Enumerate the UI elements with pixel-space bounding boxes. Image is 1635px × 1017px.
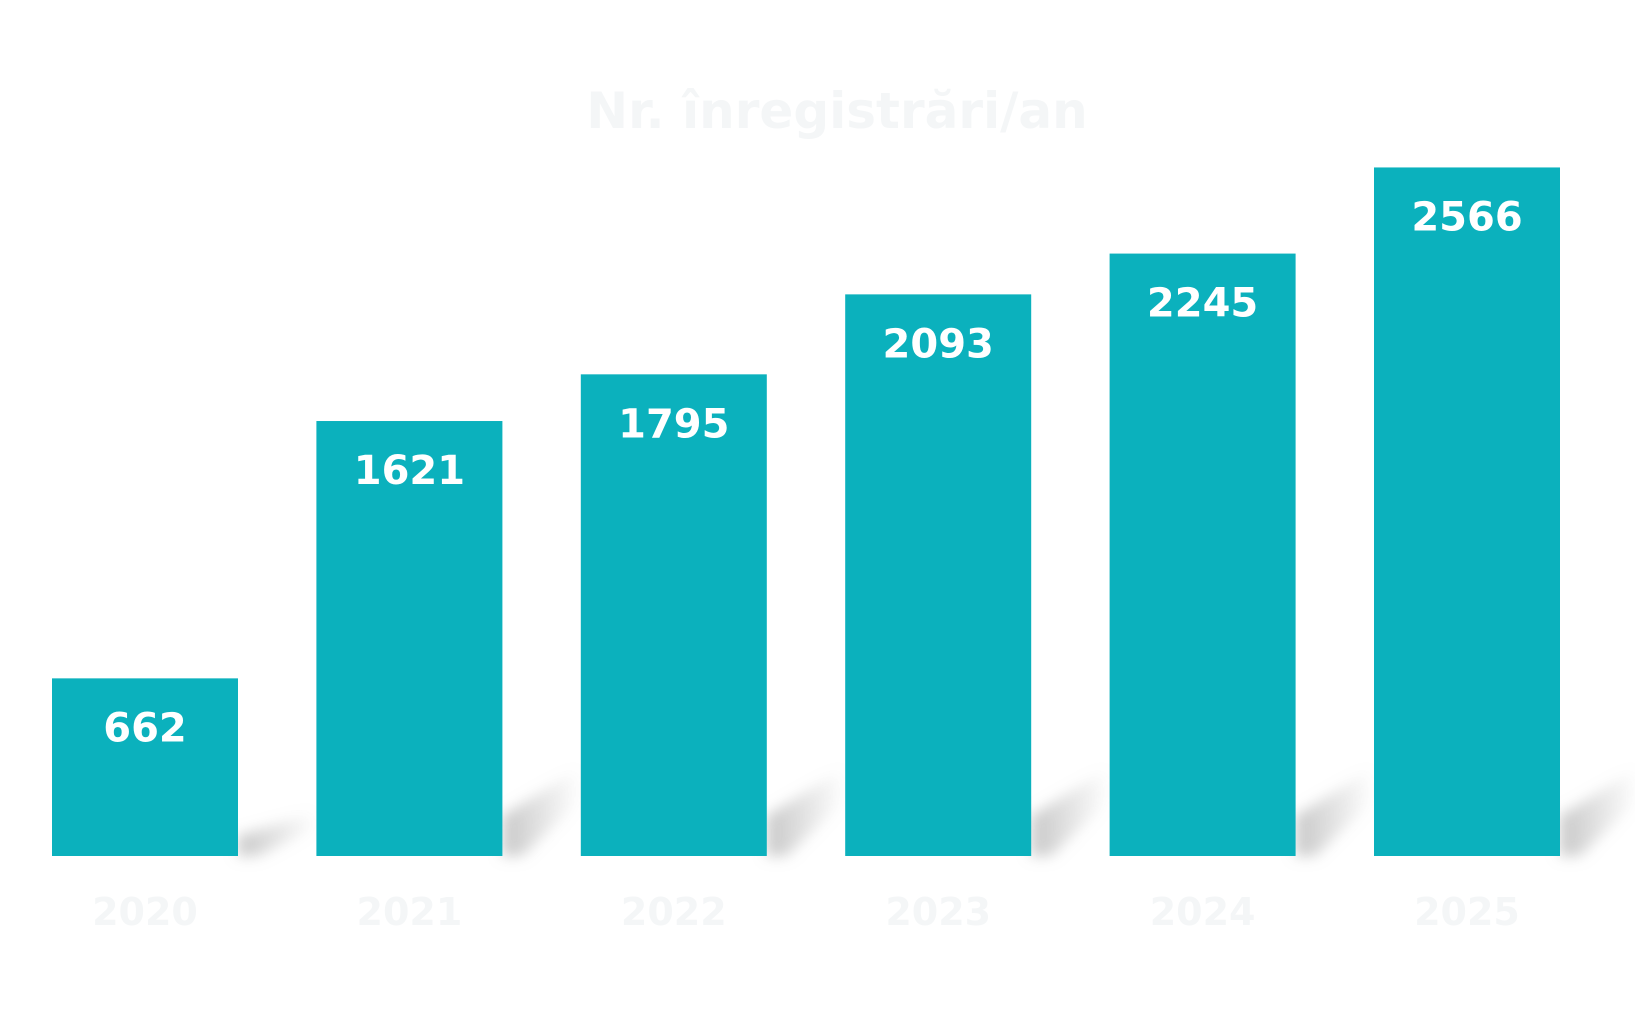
bar-shadow bbox=[238, 812, 316, 856]
bar-2023 bbox=[845, 294, 1032, 856]
data-label-2020: 662 bbox=[103, 705, 187, 751]
bar-shadow bbox=[1031, 768, 1110, 856]
bar-shadows bbox=[238, 768, 1635, 856]
bar-shadow bbox=[1560, 769, 1635, 856]
x-tick-label-2020: 2020 bbox=[92, 890, 198, 934]
bar-2024 bbox=[1109, 253, 1296, 856]
data-label-2025: 2566 bbox=[1411, 194, 1522, 240]
bar-shadow bbox=[766, 768, 845, 856]
x-tick-label-2023: 2023 bbox=[885, 890, 991, 934]
bar-2021 bbox=[316, 421, 503, 856]
x-axis-tick-labels: 2020 2021 2022 2023 2024 2025 bbox=[92, 890, 1520, 934]
data-label-2021: 1621 bbox=[354, 448, 465, 494]
bar-2020 bbox=[52, 678, 238, 856]
bar-shadow bbox=[1295, 768, 1374, 856]
chart-title: Nr. înregistrări/an bbox=[586, 82, 1087, 140]
x-tick-label-2021: 2021 bbox=[357, 890, 463, 934]
data-label-2023: 2093 bbox=[883, 321, 994, 367]
data-label-2024: 2245 bbox=[1147, 281, 1258, 327]
bar-2022 bbox=[580, 374, 767, 856]
bars-group: 662 1621 1795 2093 2245 2566 bbox=[52, 167, 1560, 857]
bar-shadow bbox=[502, 768, 581, 856]
x-tick-label-2022: 2022 bbox=[621, 890, 727, 934]
data-label-2022: 1795 bbox=[618, 401, 729, 447]
x-tick-label-2025: 2025 bbox=[1414, 890, 1520, 934]
x-tick-label-2024: 2024 bbox=[1150, 890, 1256, 934]
bar-2025 bbox=[1374, 167, 1560, 857]
